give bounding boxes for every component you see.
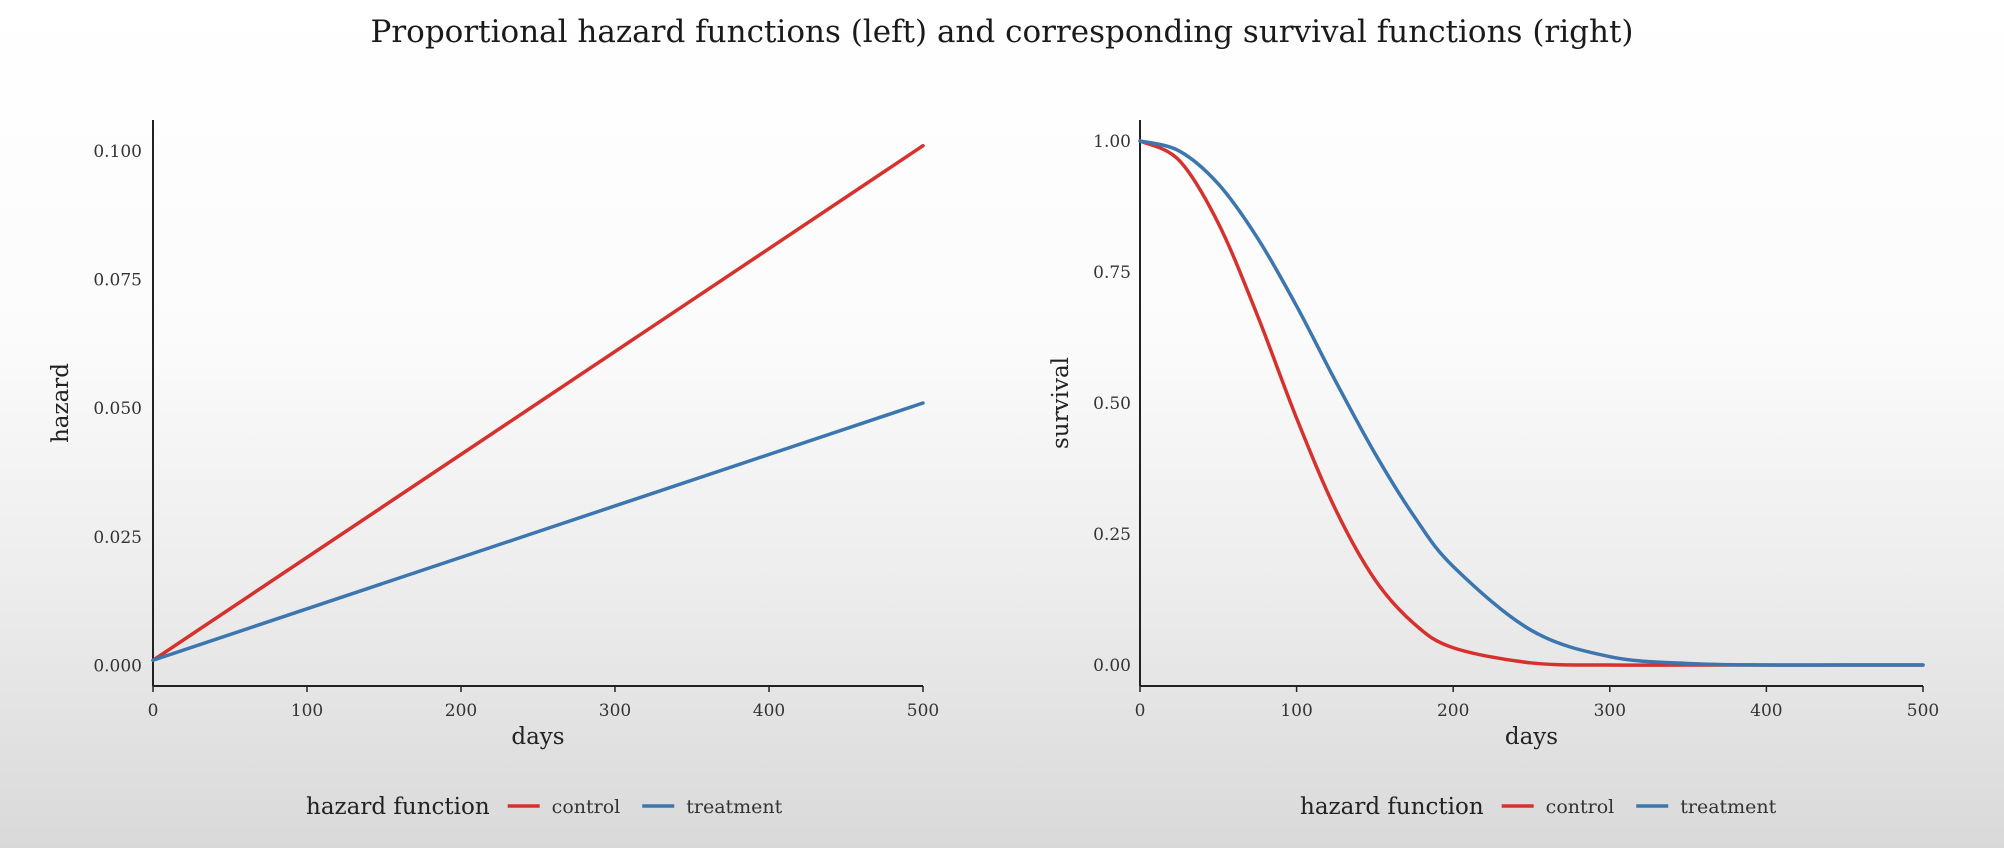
survival-control-line	[1138, 139, 1925, 667]
survival-x-tick-label: 300	[1594, 701, 1626, 721]
hazard-x-tick-label: 300	[599, 701, 631, 721]
survival-x-tick-label: 200	[1437, 701, 1469, 721]
hazard-legend-label-treatment: treatment	[686, 796, 782, 818]
hazard-y-tick-label: 0.025	[93, 528, 142, 548]
survival-legend-title: hazard function	[1300, 794, 1484, 820]
hazard-x-axis-title: days	[511, 724, 564, 750]
survival-x-tick-label: 100	[1280, 701, 1312, 721]
hazard-y-tick-label: 0.000	[93, 656, 142, 676]
hazard-legend-title: hazard function	[306, 794, 490, 820]
survival-legend-label-control: control	[1546, 796, 1615, 818]
hazard-control-line	[151, 143, 925, 663]
survival-panel: 0 100 200 300 400 500 0.00 0.25 0.50 0.75 1.00 days…	[1048, 120, 1939, 820]
hazard-x-tick-label: 500	[907, 701, 939, 721]
survival-x-tick-label: 400	[1750, 701, 1782, 721]
survival-legend-label-treatment: treatment	[1680, 796, 1776, 818]
figure-title: Proportional hazard functions (left) and…	[370, 14, 1634, 50]
hazard-x-tick-label: 100	[291, 701, 323, 721]
hazard-legend-label-control: control	[552, 796, 621, 818]
survival-treatment-line	[1138, 139, 1925, 667]
hazard-treatment-line	[151, 401, 925, 663]
hazard-x-tick-label: 200	[445, 701, 477, 721]
survival-x-axis-title: days	[1505, 724, 1558, 750]
survival-y-tick-label: 0.00	[1093, 656, 1131, 676]
hazard-y-tick-label: 0.050	[93, 399, 142, 419]
survival-y-tick-label: 0.50	[1093, 394, 1131, 414]
hazard-x-tick-label: 0	[148, 701, 159, 721]
hazard-y-tick-label: 0.075	[93, 271, 142, 291]
hazard-y-axis-title: hazard	[48, 363, 74, 443]
hazard-x-tick-label: 400	[753, 701, 785, 721]
survival-x-tick-label: 500	[1907, 701, 1939, 721]
hazard-y-tick-label: 0.100	[93, 142, 142, 162]
survival-x-tick-label: 0	[1135, 701, 1146, 721]
survival-y-axis-title: survival	[1048, 357, 1074, 449]
survival-y-tick-label: 0.25	[1093, 525, 1131, 545]
survival-y-tick-label: 1.00	[1093, 132, 1131, 152]
survival-y-tick-label: 0.75	[1093, 263, 1131, 283]
hazard-panel: 0 100 200 300 400 500 0.000 0.025 0.050 0.075 0.10…	[48, 120, 939, 820]
